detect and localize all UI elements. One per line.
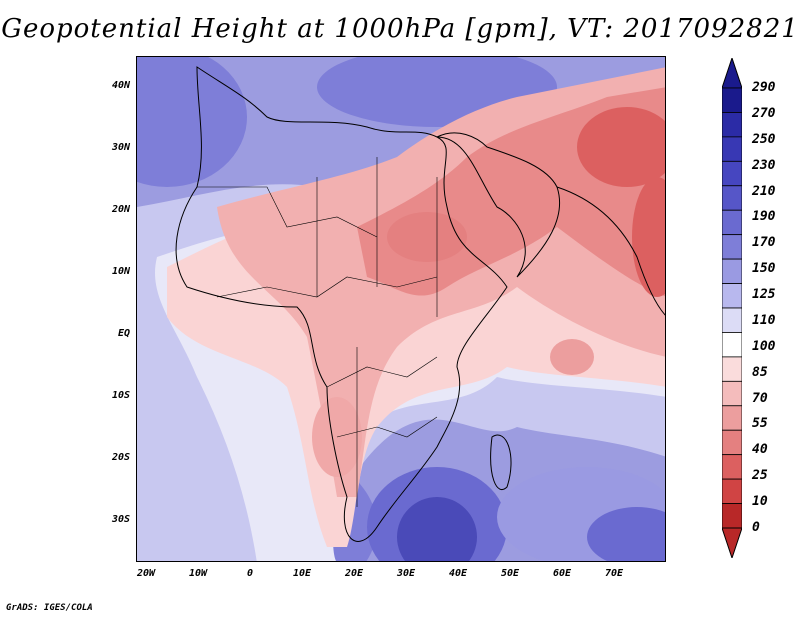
- colorbar-swatch: [722, 112, 742, 138]
- colorbar-swatch: [722, 503, 742, 529]
- colorbar-swatch: [722, 429, 742, 456]
- colorbar-swatch: [722, 478, 742, 504]
- lat-label-10s: 10S: [111, 390, 130, 401]
- colorbar-label: 230: [752, 157, 776, 173]
- colorbar-swatch: [722, 454, 742, 480]
- colorbar-bottom-arrow: [722, 527, 742, 558]
- colorbar-label: 270: [752, 105, 776, 121]
- lon-label-50e: 50E: [500, 568, 520, 579]
- lon-label-30e: 30E: [396, 568, 416, 579]
- colorbar-label: 40: [752, 442, 768, 458]
- colorbar-label: 85: [752, 364, 768, 380]
- colorbar-swatch: [722, 405, 742, 431]
- geopotential-field: [137, 57, 665, 561]
- colorbar-swatch: [722, 356, 742, 382]
- colorbar-label: 170: [752, 235, 776, 251]
- colorbar-label: 250: [752, 131, 776, 147]
- lon-label-20w: 20W: [136, 568, 156, 579]
- lat-label-40n: 40N: [111, 80, 130, 91]
- lat-label-eq: EQ: [117, 328, 130, 339]
- colorbar-swatch: [722, 307, 742, 333]
- colorbar-label: 55: [752, 416, 768, 432]
- map-title: Geopotential Height at 1000hPa [gpm], VT…: [1, 14, 799, 44]
- colorbar-swatch: [722, 136, 742, 162]
- lon-label-0: 0: [246, 568, 254, 579]
- colorbar-label: 70: [752, 390, 768, 406]
- colorbar-swatch: [722, 185, 742, 211]
- colorbar-label: 25: [752, 468, 768, 484]
- colorbar-swatch: [722, 87, 742, 113]
- lon-label-60e: 60E: [552, 568, 572, 579]
- map-panel: [136, 56, 666, 562]
- colorbar-label: 210: [752, 183, 776, 199]
- colorbar-swatch: [722, 283, 742, 309]
- colorbar-label: 110: [752, 312, 776, 328]
- lat-label-20s: 20S: [111, 452, 130, 463]
- lon-label-20e: 20E: [344, 568, 364, 579]
- lat-label-10n: 10N: [111, 266, 130, 277]
- lon-label-40e: 40E: [448, 568, 468, 579]
- grads-credit: GrADS: IGES/COLA: [6, 603, 93, 613]
- colorbar-label: 100: [752, 338, 776, 354]
- lat-label-30s: 30S: [111, 514, 130, 525]
- colorbar-label: 125: [752, 287, 776, 303]
- lon-label-70e: 70E: [604, 568, 624, 579]
- lat-label-20n: 20N: [111, 204, 130, 215]
- colorbar: [722, 58, 742, 558]
- lat-label-30n: 30N: [111, 142, 130, 153]
- colorbar-swatch: [722, 258, 742, 284]
- colorbar-label: 150: [752, 261, 776, 277]
- colorbar-label: 0: [752, 520, 760, 535]
- colorbar-swatch: [722, 234, 742, 260]
- colorbar-top-arrow: [722, 58, 742, 89]
- colorbar-swatch: [722, 209, 742, 236]
- colorbar-swatch: [722, 380, 742, 407]
- colorbar-swatch: [722, 160, 742, 187]
- lon-label-10e: 10E: [292, 568, 312, 579]
- colorbar-label: 190: [752, 209, 776, 225]
- lon-label-10w: 10W: [188, 568, 208, 579]
- colorbar-swatch: [722, 332, 742, 358]
- colorbar-label: 10: [752, 494, 768, 510]
- colorbar-label: 290: [752, 80, 776, 95]
